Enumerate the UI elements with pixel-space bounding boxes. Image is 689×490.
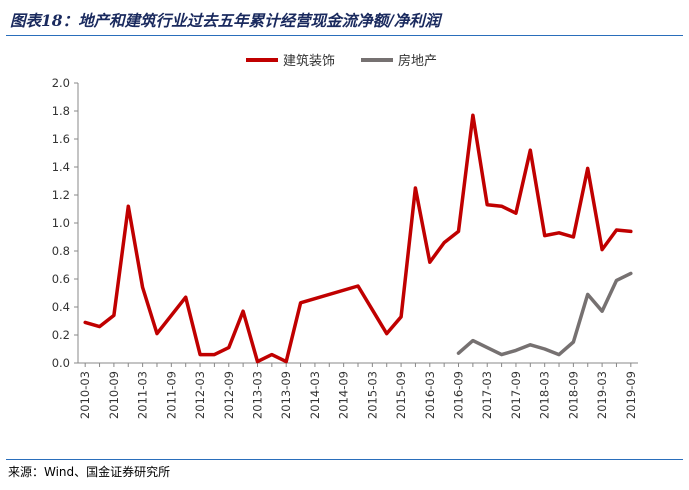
y-tick-label: 1.4 — [52, 160, 70, 174]
series-line-real-estate — [456, 271, 633, 357]
x-tick-label: 2013-09 — [279, 371, 293, 419]
x-tick-label: 2014-09 — [337, 371, 351, 419]
title-row: 图表18：地产和建筑行业过去五年累计经营现金流净额/净利润 — [0, 0, 689, 36]
line-chart: 0.0 0.2 0.4 0.6 0.8 1.0 1.2 1.4 1.6 1.8 2.0 2010-03… — [52, 53, 638, 419]
y-tick-label: 1.6 — [52, 132, 70, 146]
legend: 建筑装饰 房地产 — [246, 53, 437, 69]
x-tick-label: 2017-09 — [509, 371, 523, 419]
x-tick-label: 2012-03 — [193, 371, 207, 419]
x-tick-label: 2011-03 — [136, 371, 150, 419]
x-tick-label: 2014-03 — [308, 371, 322, 419]
y-tick-label: 0.0 — [52, 356, 70, 370]
legend-label-construction: 建筑装饰 — [283, 53, 335, 69]
x-tick-label: 2018-03 — [538, 371, 552, 419]
legend-label-real-estate: 房地产 — [398, 53, 437, 69]
axes: 0.0 0.2 0.4 0.6 0.8 1.0 1.2 1.4 1.6 1.8 2.0 2010-03… — [52, 76, 638, 419]
series-line-construction — [83, 113, 633, 364]
series-layer — [83, 113, 633, 364]
x-tick-label: 2017-03 — [480, 371, 494, 419]
x-tick-label: 2011-09 — [164, 371, 178, 419]
y-tick-label: 0.6 — [52, 272, 70, 286]
x-tick-label: 2013-03 — [250, 371, 264, 419]
x-tick-label: 2019-09 — [624, 371, 638, 419]
bottom-divider — [6, 459, 683, 460]
y-tick-label: 0.4 — [52, 300, 70, 314]
chart-title: 图表18：地产和建筑行业过去五年累计经营现金流净额/净利润 — [10, 11, 441, 30]
x-tick-label: 2010-03 — [78, 371, 92, 419]
y-tick-label: 0.8 — [52, 244, 70, 258]
x-tick-label: 2012-09 — [222, 371, 236, 419]
y-tick-label: 2.0 — [52, 76, 70, 90]
x-tick-label: 2018-09 — [566, 371, 580, 419]
y-tick-label: 1.2 — [52, 188, 70, 202]
top-divider — [6, 35, 683, 36]
x-tick-label: 2019-03 — [595, 371, 609, 419]
x-tick-label: 2016-03 — [423, 371, 437, 419]
y-tick-label: 0.2 — [52, 328, 70, 342]
y-tick-label: 1.8 — [52, 104, 70, 118]
y-tick-label: 1.0 — [52, 216, 70, 230]
x-tick-label: 2015-03 — [365, 371, 379, 419]
source-note: 来源：Wind、国金证券研究所 — [8, 465, 171, 479]
x-tick-label: 2010-09 — [107, 371, 121, 419]
x-tick-label: 2016-09 — [452, 371, 466, 419]
x-tick-label: 2015-09 — [394, 371, 408, 419]
